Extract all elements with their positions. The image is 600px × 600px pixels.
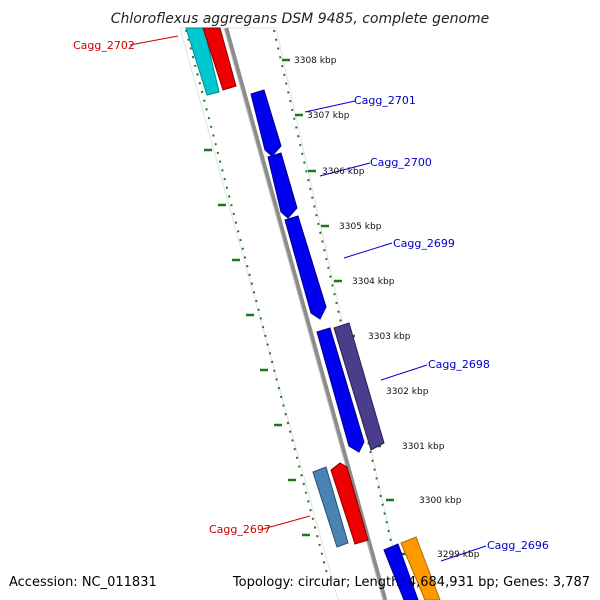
tick-label-3302: 3302 kbp <box>386 387 429 397</box>
tick-label-3300: 3300 kbp <box>419 496 462 506</box>
tick-label-3305: 3305 kbp <box>339 222 382 232</box>
tick-label-3308: 3308 kbp <box>294 56 337 66</box>
gene-label-cagg-2700[interactable]: Cagg_2700 <box>370 156 432 169</box>
label-leaders <box>129 35 487 562</box>
gene-cagg-2701[interactable] <box>250 89 282 157</box>
gene-label-cagg-2701[interactable]: Cagg_2701 <box>354 94 416 107</box>
kbp-tick-labels: 3308 kbp 3307 kbp 3306 kbp 3305 kbp 3304… <box>294 56 480 560</box>
gene-cagg-2698[interactable] <box>333 322 385 451</box>
tick-label-3303: 3303 kbp <box>368 332 411 342</box>
track-panel <box>179 27 406 600</box>
gene-cagg-2700[interactable] <box>267 152 298 219</box>
gene-cagg-2696[interactable] <box>400 536 441 600</box>
inner-tick-ladder <box>185 29 331 586</box>
tick-label-3301: 3301 kbp <box>402 442 445 452</box>
gene-cagg-2702[interactable] <box>202 27 237 91</box>
gene-label-cagg-2699[interactable]: Cagg_2699 <box>393 237 455 250</box>
accession-text: Accession: NC_011831 <box>9 575 157 590</box>
gene-blue-bottom[interactable] <box>383 543 419 600</box>
gene-label-cagg-2697[interactable]: Cagg_2697 <box>209 523 271 536</box>
tick-label-3304: 3304 kbp <box>352 277 395 287</box>
gene-label-cagg-2702[interactable]: Cagg_2702 <box>73 39 135 52</box>
gene-label-cagg-2698[interactable]: Cagg_2698 <box>428 358 490 371</box>
tick-label-3307: 3307 kbp <box>307 111 350 121</box>
gene-cagg-2698-inner[interactable] <box>316 327 365 453</box>
gene-cyan-top[interactable] <box>185 27 220 96</box>
gene-label-cagg-2696[interactable]: Cagg_2696 <box>487 539 549 552</box>
tick-label-3306: 3306 kbp <box>322 167 365 177</box>
genome-summary-text: Topology: circular; Length: 4,684,931 bp… <box>232 575 590 590</box>
gene-steel-blue[interactable] <box>312 466 349 548</box>
genome-title: Chloroflexus aggregans DSM 9485, complet… <box>111 11 490 27</box>
gene-cagg-2699[interactable] <box>284 215 327 320</box>
genome-backbone <box>223 27 388 600</box>
tick-label-3299: 3299 kbp <box>437 550 480 560</box>
gene-cagg-2697[interactable] <box>330 462 369 545</box>
